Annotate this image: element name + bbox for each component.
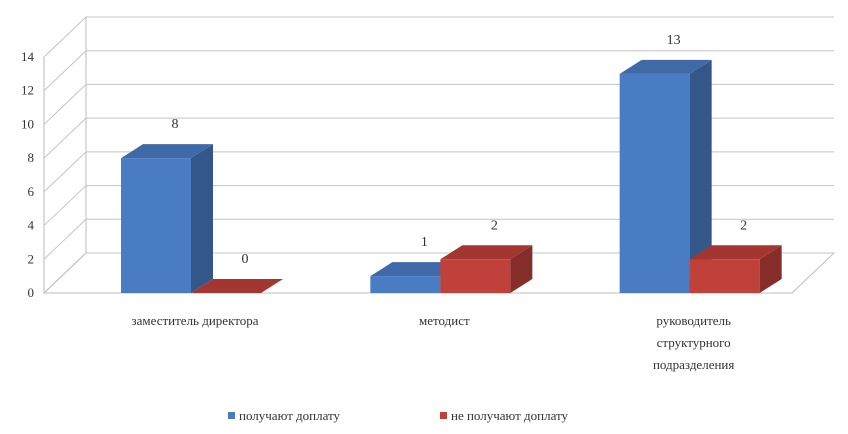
data-label: 13 — [667, 33, 681, 48]
bar-front — [440, 259, 511, 293]
data-label: 1 — [421, 235, 428, 250]
bar-front — [121, 158, 191, 293]
bar-top — [191, 279, 283, 293]
y-tick-label: 6 — [28, 184, 35, 199]
bar-side — [689, 59, 712, 293]
y-tick-label: 2 — [28, 251, 35, 266]
legend-item-0: получают доплату — [228, 408, 341, 423]
gridline — [43, 252, 834, 294]
bar-0-1 — [191, 279, 283, 293]
category-label: руководитель структурного подразделения — [653, 313, 734, 372]
category-label: методист — [419, 313, 470, 328]
bar-front — [689, 259, 760, 293]
data-labels: 8 0 1 2 13 2 — [172, 33, 748, 267]
y-tick-label: 14 — [21, 49, 35, 64]
gridline — [43, 151, 834, 193]
bars — [121, 59, 782, 293]
y-tick-label: 0 — [28, 285, 35, 300]
y-axis-ticks: 0 2 4 6 8 10 12 14 — [21, 49, 35, 300]
legend-label: не получают доплату — [451, 408, 569, 423]
y-tick-label: 8 — [28, 150, 35, 165]
bar-top — [370, 262, 463, 277]
data-label: 8 — [172, 117, 179, 132]
bar-1-1 — [440, 245, 533, 293]
y-tick-label: 10 — [21, 116, 34, 131]
bar-2-1 — [689, 245, 782, 293]
legend-swatch — [440, 412, 447, 419]
gridline — [43, 16, 834, 58]
bar-top — [689, 245, 782, 260]
category-label: заместитель директора — [131, 313, 258, 328]
data-label: 2 — [740, 218, 747, 233]
bar-side — [191, 144, 213, 293]
category-labels: заместитель директора методист руководител… — [131, 313, 734, 372]
bar-front — [370, 276, 441, 293]
bar-0-0 — [121, 144, 213, 293]
bar-2-0 — [619, 59, 712, 293]
gridline — [43, 117, 834, 159]
gridline — [43, 218, 834, 260]
bar-top — [440, 245, 533, 260]
legend: получают доплату не получают доплату — [228, 408, 569, 423]
bar-side — [759, 245, 782, 293]
legend-item-1: не получают доплату — [440, 408, 569, 423]
bar-top — [619, 59, 712, 74]
bar-top — [121, 144, 213, 159]
gridline — [43, 83, 834, 125]
gridline — [43, 50, 834, 92]
y-tick-label: 12 — [21, 83, 34, 98]
data-label: 2 — [491, 218, 498, 233]
bar-side — [510, 245, 533, 293]
bar-front — [619, 73, 690, 293]
legend-swatch — [228, 412, 235, 419]
gridlines — [43, 16, 834, 294]
data-label: 0 — [242, 252, 249, 267]
side-wall — [43, 17, 87, 294]
y-tick-label: 4 — [28, 218, 35, 233]
legend-label: получают доплату — [239, 408, 341, 423]
gridline — [43, 185, 834, 226]
